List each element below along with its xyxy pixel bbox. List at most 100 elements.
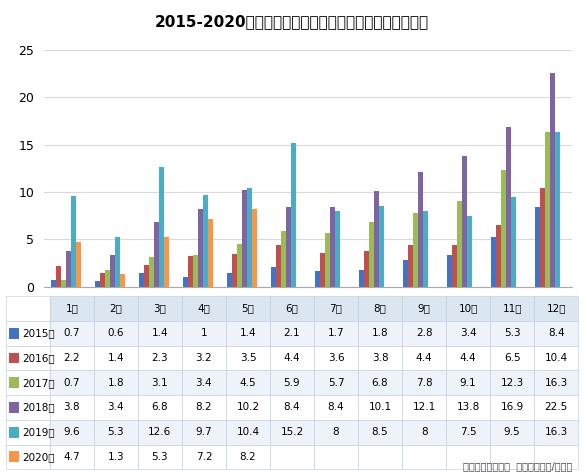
- Text: 12月: 12月: [547, 304, 566, 314]
- Bar: [418, 172, 423, 287]
- Text: 16.3: 16.3: [544, 427, 568, 437]
- Text: 3.8: 3.8: [64, 402, 80, 412]
- Text: 3.2: 3.2: [196, 353, 212, 363]
- Bar: [550, 73, 555, 287]
- Bar: [9, 402, 19, 413]
- Bar: [447, 255, 452, 287]
- Bar: [193, 255, 198, 287]
- Text: 10.4: 10.4: [237, 427, 259, 437]
- FancyBboxPatch shape: [94, 445, 138, 469]
- Text: 3.1: 3.1: [152, 378, 168, 388]
- Text: 3.4: 3.4: [107, 402, 124, 412]
- Bar: [203, 195, 208, 287]
- Bar: [198, 209, 203, 287]
- Text: 1月: 1月: [65, 304, 78, 314]
- Text: 8.4: 8.4: [284, 402, 300, 412]
- Bar: [247, 188, 252, 287]
- Text: 3.6: 3.6: [328, 353, 345, 363]
- Text: 10.1: 10.1: [369, 402, 392, 412]
- FancyBboxPatch shape: [6, 296, 50, 321]
- Bar: [144, 265, 149, 287]
- Text: 9.6: 9.6: [64, 427, 80, 437]
- FancyBboxPatch shape: [358, 395, 402, 420]
- FancyBboxPatch shape: [446, 395, 490, 420]
- Bar: [76, 242, 81, 287]
- FancyBboxPatch shape: [50, 346, 94, 370]
- FancyBboxPatch shape: [138, 321, 182, 346]
- Text: 22.5: 22.5: [544, 402, 568, 412]
- FancyBboxPatch shape: [94, 370, 138, 395]
- Text: 9月: 9月: [418, 304, 430, 314]
- FancyBboxPatch shape: [446, 370, 490, 395]
- Bar: [496, 225, 501, 287]
- FancyBboxPatch shape: [446, 296, 490, 321]
- Text: 0.7: 0.7: [64, 378, 80, 388]
- Text: 8.2: 8.2: [239, 452, 256, 462]
- Bar: [467, 216, 472, 287]
- Text: 1.8: 1.8: [107, 378, 124, 388]
- Bar: [271, 267, 276, 287]
- Text: 2015-2020年新能源汽车月度销量趋势图（单位：万辆）: 2015-2020年新能源汽车月度销量趋势图（单位：万辆）: [155, 14, 429, 29]
- Text: 2020年: 2020年: [23, 452, 55, 462]
- Bar: [110, 255, 115, 287]
- FancyBboxPatch shape: [534, 420, 578, 445]
- FancyBboxPatch shape: [358, 445, 402, 469]
- Text: 9.7: 9.7: [196, 427, 212, 437]
- FancyBboxPatch shape: [490, 321, 534, 346]
- FancyBboxPatch shape: [358, 321, 402, 346]
- FancyBboxPatch shape: [138, 370, 182, 395]
- Bar: [512, 197, 516, 287]
- Bar: [71, 196, 76, 287]
- FancyBboxPatch shape: [446, 420, 490, 445]
- FancyBboxPatch shape: [94, 346, 138, 370]
- FancyBboxPatch shape: [534, 321, 578, 346]
- Bar: [105, 270, 110, 287]
- FancyBboxPatch shape: [50, 420, 94, 445]
- Text: 5.7: 5.7: [328, 378, 345, 388]
- Text: 10月: 10月: [458, 304, 478, 314]
- Text: 1.7: 1.7: [328, 328, 345, 338]
- FancyBboxPatch shape: [358, 420, 402, 445]
- Bar: [374, 191, 379, 287]
- Text: 7.8: 7.8: [416, 378, 432, 388]
- Text: 2016年: 2016年: [23, 353, 55, 363]
- FancyBboxPatch shape: [226, 321, 270, 346]
- Bar: [379, 206, 384, 287]
- Bar: [320, 253, 325, 287]
- Bar: [403, 260, 408, 287]
- Bar: [359, 270, 364, 287]
- Text: 9.5: 9.5: [504, 427, 520, 437]
- Text: 8.4: 8.4: [548, 328, 565, 338]
- Text: 4月: 4月: [197, 304, 210, 314]
- Bar: [188, 256, 193, 287]
- Text: 5月: 5月: [242, 304, 255, 314]
- Bar: [369, 222, 374, 287]
- Text: 3.8: 3.8: [372, 353, 388, 363]
- FancyBboxPatch shape: [490, 346, 534, 370]
- Text: 16.9: 16.9: [500, 402, 524, 412]
- Bar: [286, 207, 291, 287]
- Bar: [291, 143, 296, 287]
- Bar: [540, 188, 545, 287]
- Text: 数据来源：中汽协  制表：电池网/数据部: 数据来源：中汽协 制表：电池网/数据部: [463, 462, 572, 472]
- FancyBboxPatch shape: [182, 420, 226, 445]
- Bar: [330, 207, 335, 287]
- FancyBboxPatch shape: [358, 346, 402, 370]
- Text: 1.4: 1.4: [239, 328, 256, 338]
- Text: 2.1: 2.1: [284, 328, 300, 338]
- FancyBboxPatch shape: [314, 445, 358, 469]
- FancyBboxPatch shape: [138, 420, 182, 445]
- FancyBboxPatch shape: [226, 420, 270, 445]
- FancyBboxPatch shape: [50, 296, 94, 321]
- FancyBboxPatch shape: [270, 296, 314, 321]
- FancyBboxPatch shape: [314, 370, 358, 395]
- FancyBboxPatch shape: [182, 370, 226, 395]
- Bar: [237, 244, 242, 287]
- FancyBboxPatch shape: [490, 445, 534, 469]
- FancyBboxPatch shape: [138, 346, 182, 370]
- Text: 5.3: 5.3: [107, 427, 124, 437]
- Bar: [555, 132, 561, 287]
- Text: 1.4: 1.4: [107, 353, 124, 363]
- FancyBboxPatch shape: [402, 420, 446, 445]
- FancyBboxPatch shape: [226, 445, 270, 469]
